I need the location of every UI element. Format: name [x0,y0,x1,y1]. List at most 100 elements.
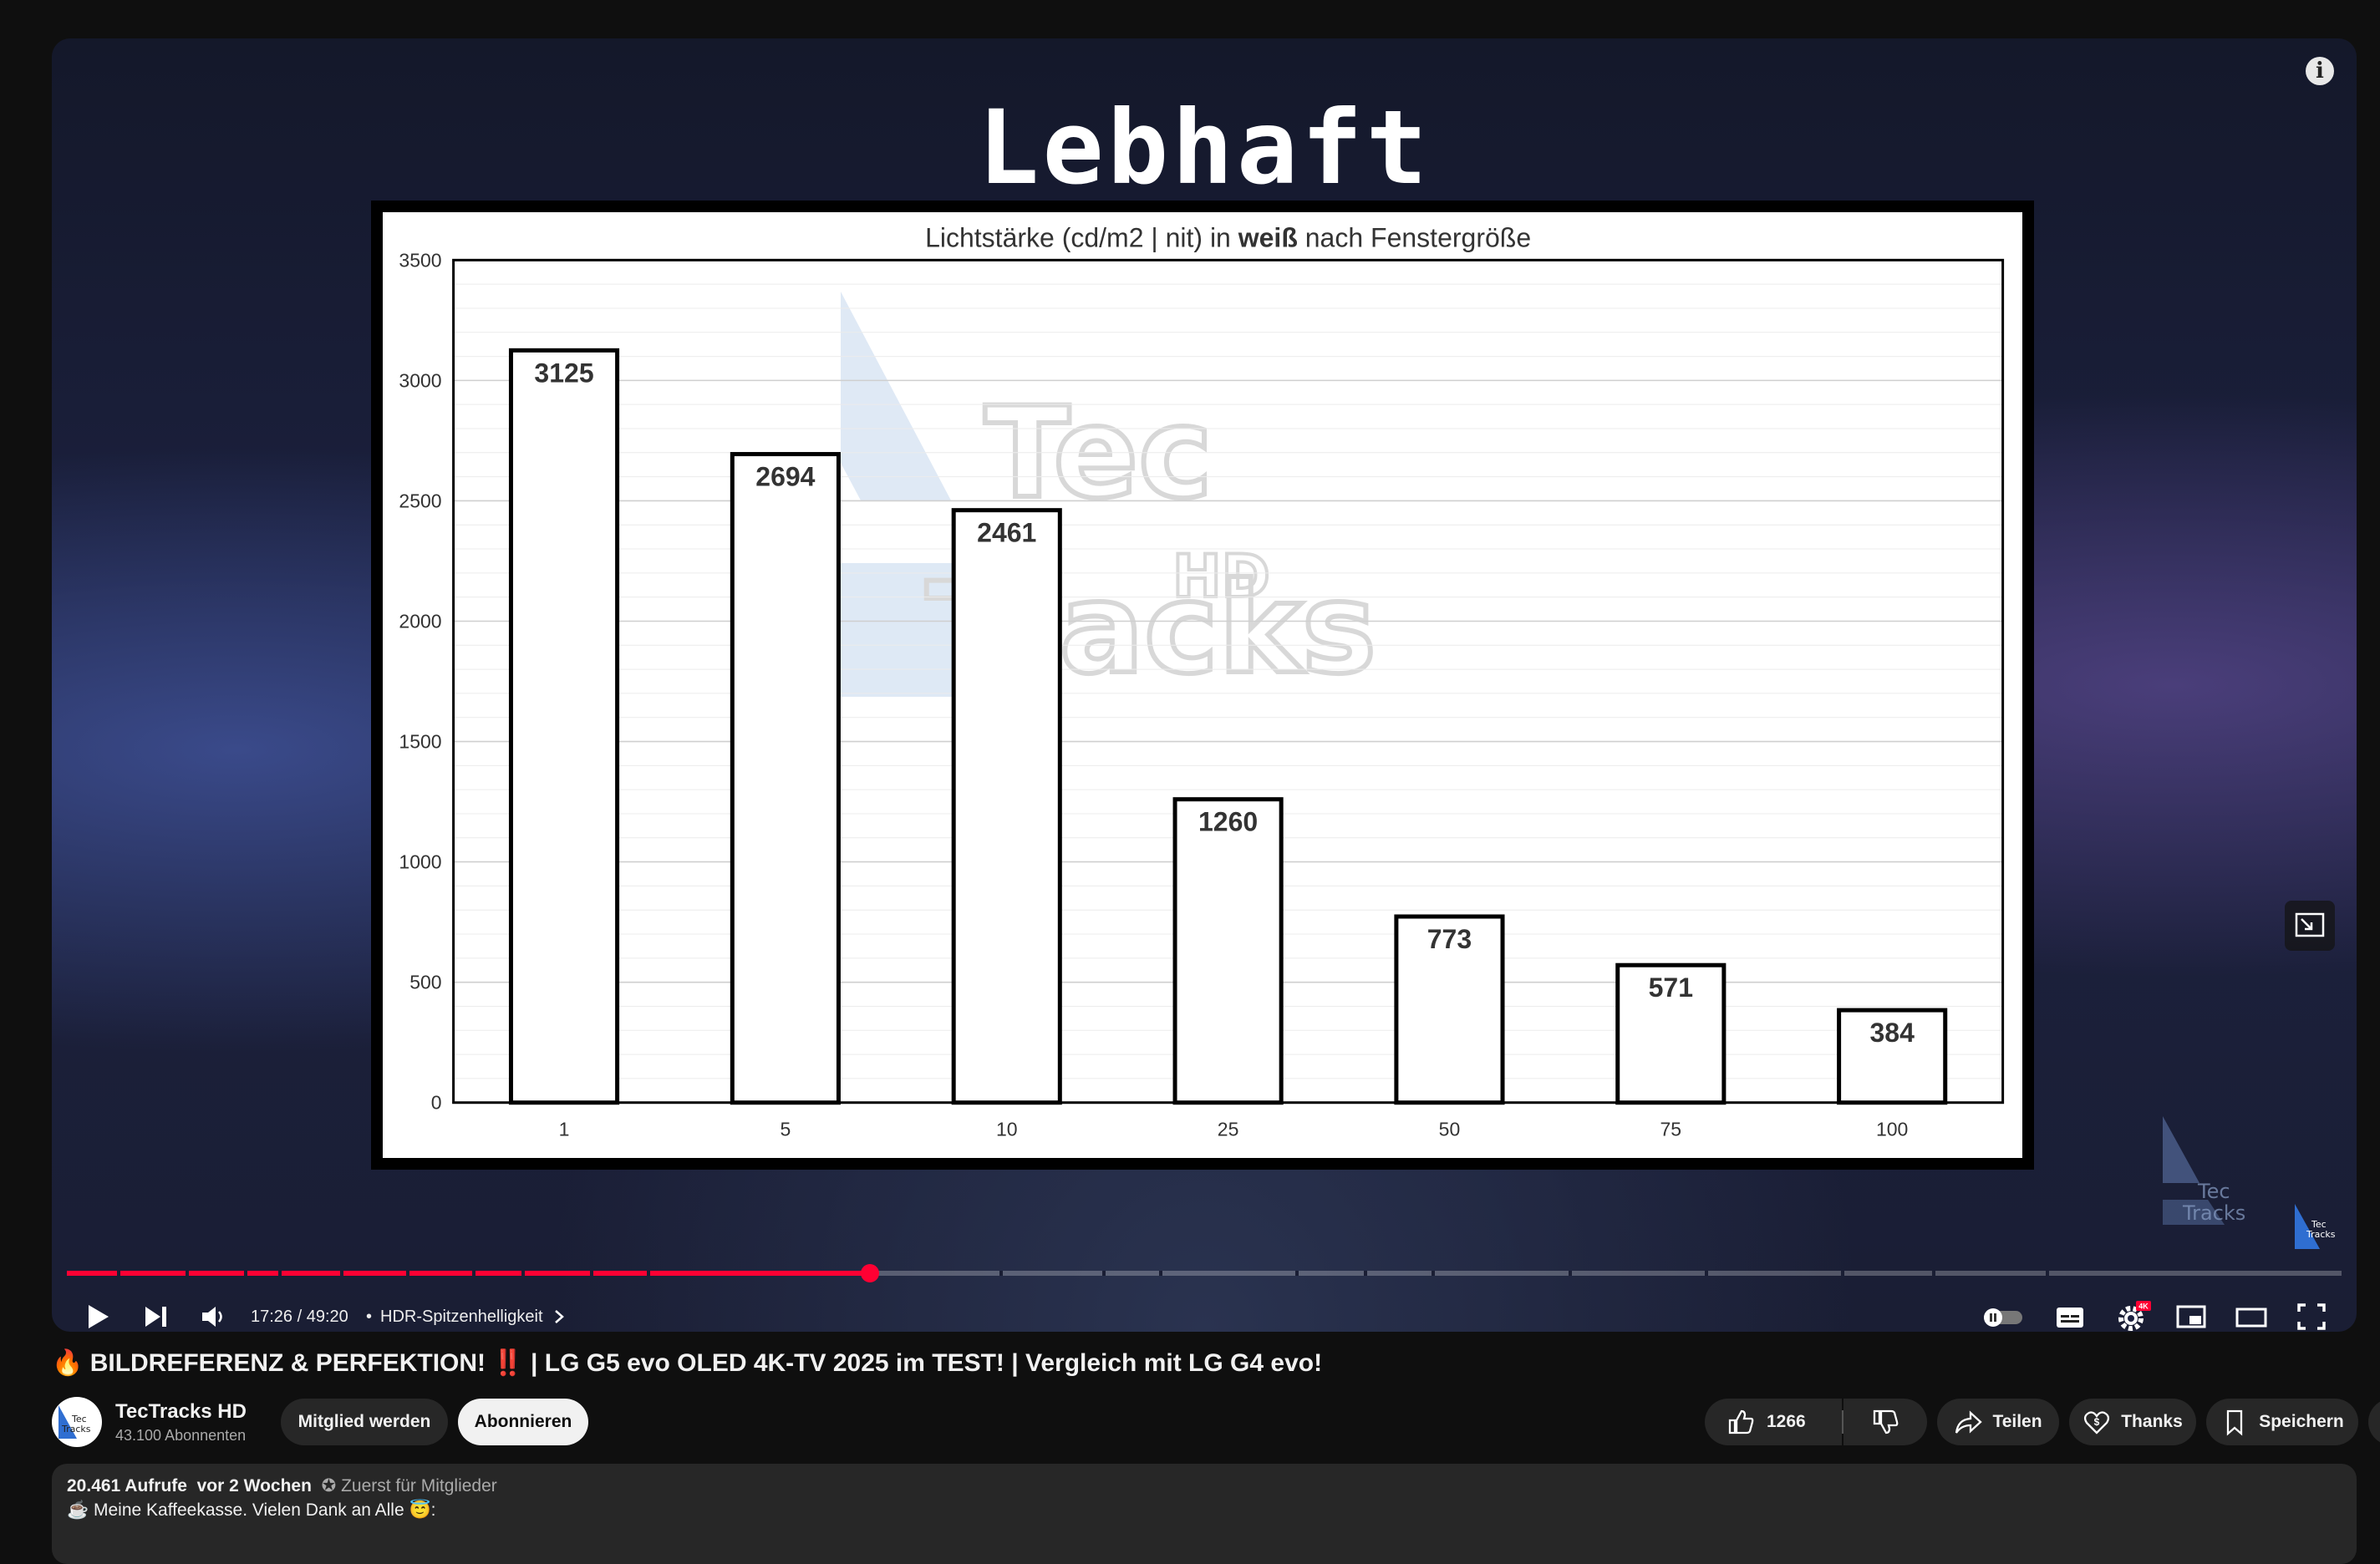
description-meta: 20.461 Aufrufe vor 2 Wochen ✪ Zuerst für… [67,1475,497,1496]
data-label: 571 [1649,972,1693,1003]
bar [1172,797,1284,1105]
x-tick-label: 1 [559,1119,570,1140]
video-player[interactable]: Lebhaft i Tec Tracks HD 3125 2694 2461 1260… [52,38,2357,1332]
play-button[interactable] [80,1292,122,1332]
channel-avatar[interactable]: Tec Tracks [52,1397,102,1447]
y-tick-label: 1500 [399,731,441,753]
subtitles-button[interactable] [2053,1292,2095,1332]
view-count: 20.461 Aufrufe [67,1476,187,1495]
x-tick-label: 5 [780,1119,791,1140]
more-actions-button[interactable] [2368,1399,2380,1445]
y-tick-label: 0 [431,1092,442,1114]
svg-text:HD: HD [1172,542,1270,611]
channel-name[interactable]: TecTracks HD [115,1400,247,1423]
like-button[interactable]: 1266 [1705,1399,1842,1445]
player-controls: 17:26 / 49:20 • HDR-Spitzenhelligkeit 4K [52,1292,2357,1332]
chapter-marker [405,1271,409,1276]
autoplay-toggle-icon [1984,1308,2022,1327]
bar [951,508,1062,1105]
progress-bar[interactable] [67,1264,2342,1282]
subtitles-icon [2057,1308,2083,1328]
settings-button[interactable]: 4K [2114,1292,2156,1332]
x-tick-label: 75 [1660,1119,1682,1140]
channel-logo-icon: Tec Tracks [58,1405,91,1439]
chapter-marker [1158,1271,1162,1276]
bar [1394,914,1505,1105]
share-button[interactable]: Teilen [1937,1399,2059,1445]
chapter-marker [1932,1271,1936,1276]
chapter-marker [185,1271,189,1276]
y-tick-label: 2000 [399,610,441,632]
gear-icon: 4K [2118,1301,2151,1331]
chapter-marker [999,1271,1004,1276]
svg-text:Tracks: Tracks [61,1424,91,1435]
data-label: 1260 [1198,807,1258,837]
data-label: 2461 [977,518,1036,548]
subscriber-count: 43.100 Abonnenten [115,1427,247,1444]
miniplayer-button[interactable] [2285,901,2335,951]
y-tick-label: 1000 [399,851,441,873]
fullscreen-icon [2297,1303,2326,1330]
svg-text:Tec: Tec [984,381,1213,526]
svg-text:Tec: Tec [2311,1219,2327,1230]
save-button[interactable]: Speichern [2206,1399,2358,1445]
theater-mode-button[interactable] [2235,1292,2276,1332]
chart-title: Lichtstärke (cd/m2 | nit) in weiß nach F… [925,222,1531,252]
chapter-marker [1841,1271,1845,1276]
chapter-marker [647,1271,651,1276]
svg-text:4K: 4K [2138,1302,2149,1311]
members-first-icon: ✪ [321,1476,337,1495]
upload-age: vor 2 Wochen [196,1476,312,1495]
thanks-button[interactable]: $ Thanks [2069,1399,2196,1445]
volume-button[interactable] [197,1292,239,1332]
thumbs-up-icon [1728,1409,1754,1435]
skip-next-icon [145,1307,166,1327]
coffee-icon: ☕ [67,1501,89,1520]
chapter-marker [2046,1271,2050,1276]
chapter-marker [1568,1271,1572,1276]
miniplayer-icon [2295,912,2325,937]
svg-text:Tracks: Tracks [2182,1201,2245,1225]
x-tick-label: 25 [1218,1119,1239,1140]
description-line: ☕ Meine Kaffeekasse. Vielen Dank an Alle… [67,1501,436,1520]
bookmark-icon [2227,1409,2243,1436]
brightness-bar-chart: Tec Tracks HD 3125269424611260773571384 … [383,212,2022,1158]
chapter-marker [1363,1271,1367,1276]
fullscreen-button[interactable] [2295,1292,2337,1332]
x-tick-label: 100 [1876,1119,1908,1140]
video-overlay-title: Lebhaft [977,89,1432,207]
chapter-title: HDR-Spitzenhelligkeit [380,1307,543,1326]
svg-text:Tec: Tec [2197,1180,2230,1203]
svg-text:Tec: Tec [71,1414,87,1424]
channel-row: Tec Tracks TecTracks HD 43.100 Abonnente… [52,1390,2380,1454]
chapter-marker [244,1271,248,1276]
progress-scrubber[interactable] [860,1264,879,1282]
svg-text:Tracks: Tracks [2306,1229,2336,1240]
description-box[interactable]: 20.461 Aufrufe vor 2 Wochen ✪ Zuerst für… [52,1464,2357,1564]
y-tick-label: 2500 [399,490,441,511]
play-icon [89,1305,109,1328]
corner-watermark-logo: Tec Tracks [2163,1116,2245,1225]
bar [1837,1008,1948,1105]
miniplayer-control-button[interactable] [2174,1292,2216,1332]
join-membership-button[interactable]: Mitglied werden [281,1399,448,1445]
info-icon[interactable]: i [2306,57,2334,85]
thumbs-down-icon [1873,1409,1899,1435]
channel-corner-logo: Tec Tracks [2295,1204,2336,1249]
thanks-icon: $ [2084,1411,2110,1435]
chapter-button[interactable]: • HDR-Spitzenhelligkeit [366,1292,568,1332]
dislike-button[interactable] [1843,1399,1927,1445]
chapter-marker [1704,1271,1708,1276]
chapter-marker [278,1271,282,1276]
x-tick-label: 50 [1439,1119,1461,1140]
chapter-marker [1432,1271,1436,1276]
chapter-marker [1101,1271,1106,1276]
y-tick-label: 3500 [399,249,441,271]
subscribe-button[interactable]: Abonnieren [458,1399,588,1445]
autoplay-toggle[interactable] [1982,1292,2029,1332]
chapter-marker [521,1271,526,1276]
bar [508,348,620,1105]
picture-in-picture-icon [2176,1305,2206,1328]
next-button[interactable] [139,1292,181,1332]
chapter-marker [590,1271,594,1276]
